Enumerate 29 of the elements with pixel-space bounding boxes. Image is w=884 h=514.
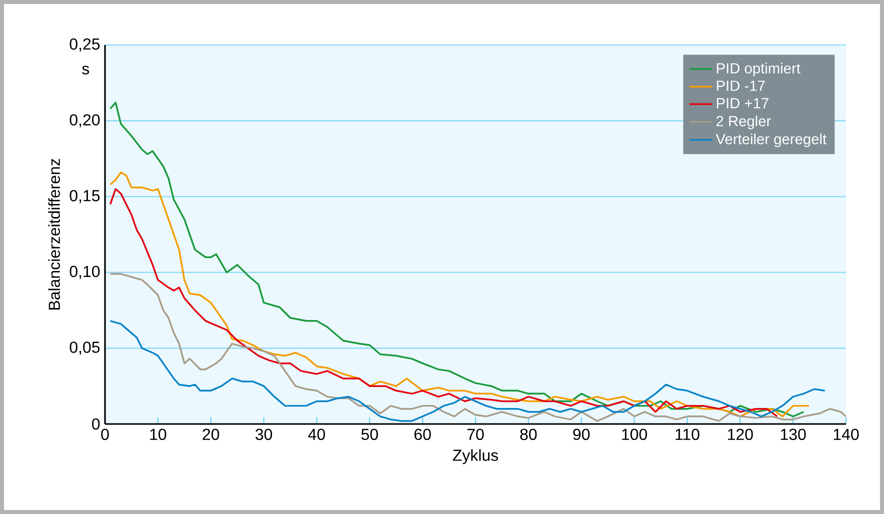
x-tick-label: 90 [573, 428, 590, 440]
text: s [82, 66, 90, 74]
x-tick-label: 40 [308, 428, 325, 440]
x-tick-label: 10 [150, 428, 166, 440]
x-tick-label: 50 [361, 428, 378, 440]
legend-label: PID optimiert [716, 62, 800, 76]
x-tick-label: 70 [467, 428, 484, 440]
y-tick-label: 0,25 [70, 38, 100, 52]
x-axis-title: Zyklus [452, 449, 498, 464]
y-tick-label: 0,20 [70, 114, 100, 128]
y-tick-label: 0,15 [70, 190, 100, 204]
y-tick-label: 0 [92, 418, 100, 430]
x-tick-label: 140 [834, 428, 859, 440]
x-tick-label: 120 [728, 428, 753, 440]
x-tick-label: 30 [256, 428, 272, 440]
x-tick-label: 20 [202, 428, 220, 440]
x-tick-label: 100 [622, 428, 648, 440]
y-tick-label: 0,05 [70, 342, 100, 355]
x-tick-label: 80 [520, 428, 537, 440]
legend-label: PID +17 [716, 98, 768, 108]
legend-label: PID -17 [716, 80, 765, 91]
x-tick-label: 0 [101, 428, 109, 440]
x-tick-label: 130 [780, 428, 806, 440]
y-tick-label: 0,10 [70, 266, 100, 280]
legend-label: Verteiler geregelt [716, 134, 826, 148]
legend-label: 2 Regler [716, 116, 771, 130]
x-tick-label: 60 [414, 428, 431, 440]
x-tick-label: 110 [676, 428, 700, 440]
y-axis-title: Balancierzeitdifferenz [48, 158, 60, 310]
